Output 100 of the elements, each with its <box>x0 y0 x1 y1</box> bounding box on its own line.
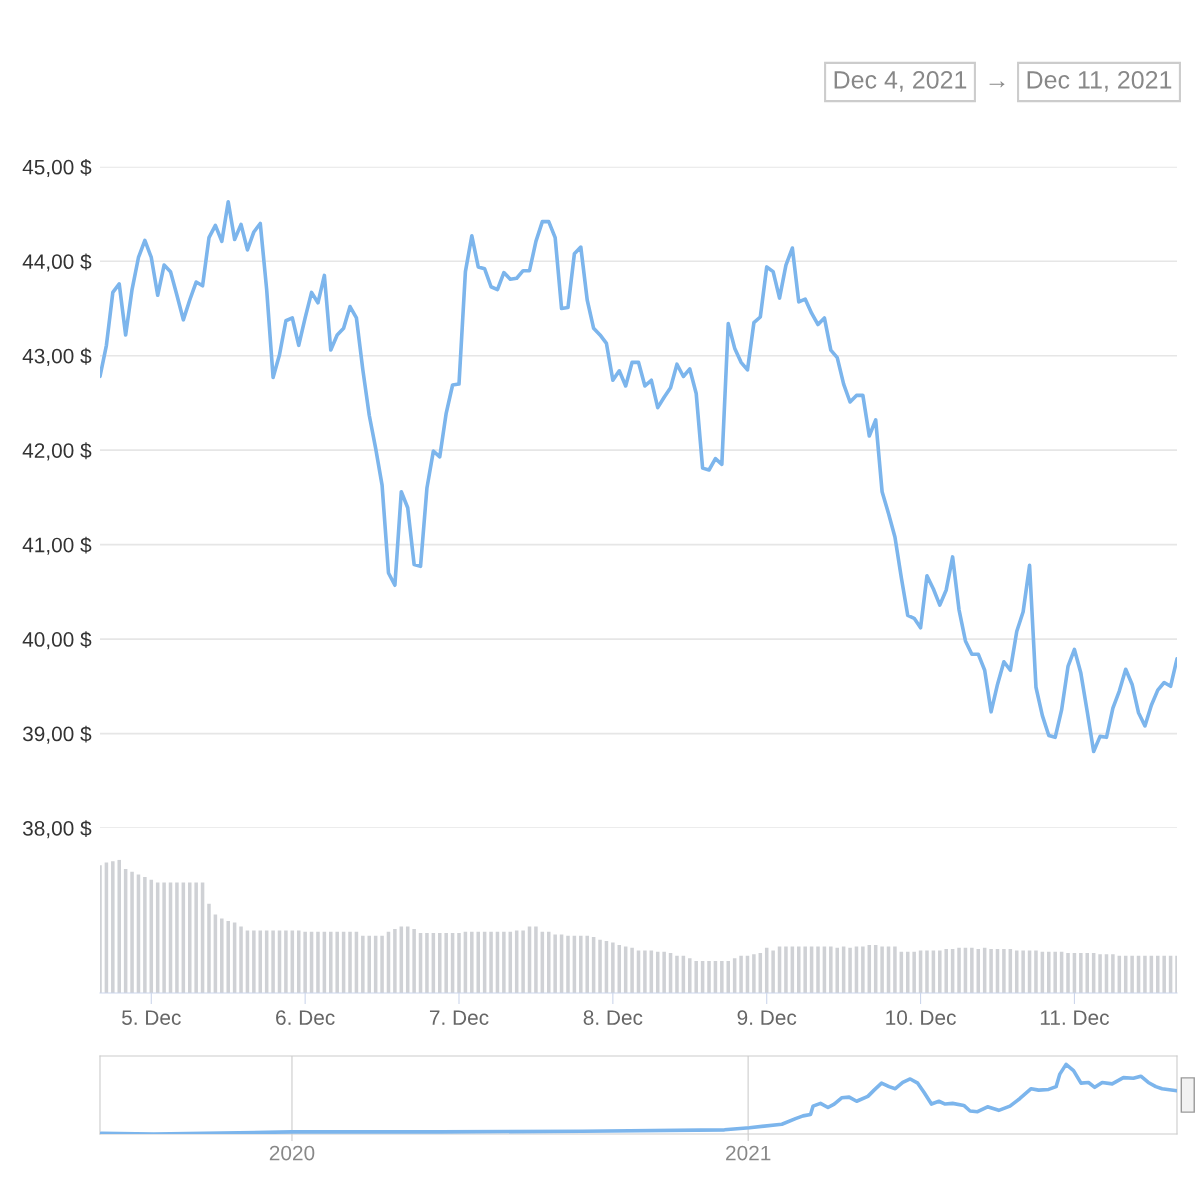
bar <box>239 926 243 993</box>
bar <box>1021 950 1025 993</box>
x-tick-label: 8. Dec <box>583 1010 643 1025</box>
bar <box>1162 955 1166 993</box>
x-tick-label: 10. Dec <box>886 1010 956 1025</box>
bar <box>1098 954 1102 993</box>
bar <box>425 933 429 993</box>
text: Dec 11, 2021 <box>1027 71 1172 92</box>
bar <box>111 861 115 993</box>
bar <box>271 930 275 993</box>
x-tick-label: 2020 <box>269 1145 315 1161</box>
y-tick-label: 42,00 $ <box>22 442 92 461</box>
bar <box>938 950 942 993</box>
bar <box>1079 953 1083 993</box>
bar <box>521 930 525 993</box>
bar <box>643 950 647 993</box>
bar <box>444 933 448 993</box>
bar <box>162 882 166 993</box>
bar <box>816 946 820 993</box>
bar <box>438 933 442 993</box>
bar <box>546 931 551 993</box>
x-tick-label: 6. Dec <box>276 1010 335 1025</box>
y-tick-label: 41,00 $ <box>22 536 92 555</box>
bar <box>1002 949 1006 993</box>
bar <box>989 949 993 993</box>
bar <box>348 931 352 993</box>
bar <box>771 950 775 993</box>
bar <box>944 949 948 993</box>
bar <box>803 946 807 993</box>
bar <box>1085 953 1090 993</box>
bar <box>130 871 134 993</box>
bar <box>861 946 865 993</box>
bar <box>502 931 506 993</box>
bar <box>1143 955 1147 993</box>
y-tick-label: 40,00 $ <box>22 631 92 650</box>
y-tick-label: 38,00 $ <box>22 820 92 839</box>
bar <box>829 946 833 993</box>
bar <box>220 918 224 993</box>
bar <box>303 931 307 993</box>
bar <box>694 961 698 993</box>
bar <box>476 931 480 993</box>
bar <box>720 961 724 993</box>
bar <box>726 961 731 993</box>
bar <box>893 946 897 993</box>
x-tick-label: 9. Dec <box>737 1010 797 1025</box>
bar <box>905 951 910 993</box>
bar <box>1034 950 1038 993</box>
bar <box>380 935 384 993</box>
x-tick-label: 7. Dec <box>429 1010 489 1025</box>
bar <box>1130 955 1134 993</box>
bar <box>925 950 929 993</box>
bar <box>187 882 192 993</box>
bar <box>553 934 557 993</box>
bar <box>598 939 602 993</box>
bar <box>688 958 692 993</box>
bar <box>835 947 839 993</box>
x-tick-label: 11. Dec <box>1040 1010 1110 1025</box>
bar <box>489 931 493 993</box>
bar <box>752 954 756 993</box>
bar <box>194 882 198 993</box>
y-tick-label: 43,00 $ <box>22 347 92 366</box>
bar <box>739 955 743 993</box>
bar <box>880 946 884 993</box>
bar <box>329 931 333 993</box>
bar <box>1111 954 1115 993</box>
bar <box>412 929 416 993</box>
bar <box>316 931 320 993</box>
bar <box>1066 953 1070 993</box>
bar <box>912 951 916 993</box>
bar <box>675 955 679 993</box>
bar <box>143 877 147 993</box>
bar <box>393 929 397 993</box>
bar <box>970 947 974 993</box>
bar <box>797 946 801 993</box>
bar <box>848 947 852 993</box>
bar <box>335 931 339 993</box>
bar <box>367 935 372 993</box>
bar <box>457 933 461 993</box>
bar <box>175 882 179 993</box>
bar <box>284 930 288 993</box>
bar <box>207 903 211 993</box>
bar <box>566 935 570 993</box>
bar <box>1047 951 1051 993</box>
y-tick-label: 45,00 $ <box>22 158 92 178</box>
bar <box>957 947 961 993</box>
bar <box>579 935 583 993</box>
bar <box>117 859 121 993</box>
text: Dec 4, 2021 <box>834 71 967 92</box>
bar <box>470 931 474 993</box>
y-tick-label: 39,00 $ <box>22 725 92 744</box>
x-tick-label: 5. Dec <box>122 1010 181 1025</box>
bar <box>361 935 365 993</box>
x-tick-label: 2021 <box>726 1145 771 1161</box>
bar <box>662 951 666 993</box>
bar <box>585 935 589 993</box>
bar <box>252 930 256 993</box>
y-tick-label: 44,00 $ <box>22 253 92 272</box>
bar <box>611 942 615 993</box>
bar <box>226 921 230 993</box>
line-series <box>100 199 1177 754</box>
